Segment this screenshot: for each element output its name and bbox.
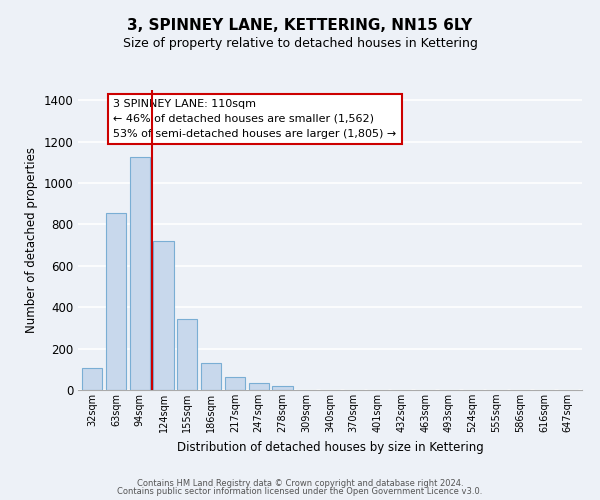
X-axis label: Distribution of detached houses by size in Kettering: Distribution of detached houses by size … bbox=[176, 440, 484, 454]
Bar bbox=[272, 386, 293, 390]
Text: Contains public sector information licensed under the Open Government Licence v3: Contains public sector information licen… bbox=[118, 487, 482, 496]
Text: 3, SPINNEY LANE, KETTERING, NN15 6LY: 3, SPINNEY LANE, KETTERING, NN15 6LY bbox=[127, 18, 473, 32]
Bar bbox=[106, 213, 126, 390]
Bar bbox=[82, 368, 103, 390]
Bar bbox=[177, 319, 197, 390]
Text: Contains HM Land Registry data © Crown copyright and database right 2024.: Contains HM Land Registry data © Crown c… bbox=[137, 478, 463, 488]
Bar bbox=[154, 241, 173, 390]
Bar bbox=[248, 384, 269, 390]
Text: Size of property relative to detached houses in Kettering: Size of property relative to detached ho… bbox=[122, 38, 478, 51]
Text: 3 SPINNEY LANE: 110sqm
← 46% of detached houses are smaller (1,562)
53% of semi-: 3 SPINNEY LANE: 110sqm ← 46% of detached… bbox=[113, 99, 397, 138]
Bar bbox=[201, 363, 221, 390]
Y-axis label: Number of detached properties: Number of detached properties bbox=[25, 147, 38, 333]
Bar bbox=[225, 377, 245, 390]
Bar bbox=[130, 157, 150, 390]
